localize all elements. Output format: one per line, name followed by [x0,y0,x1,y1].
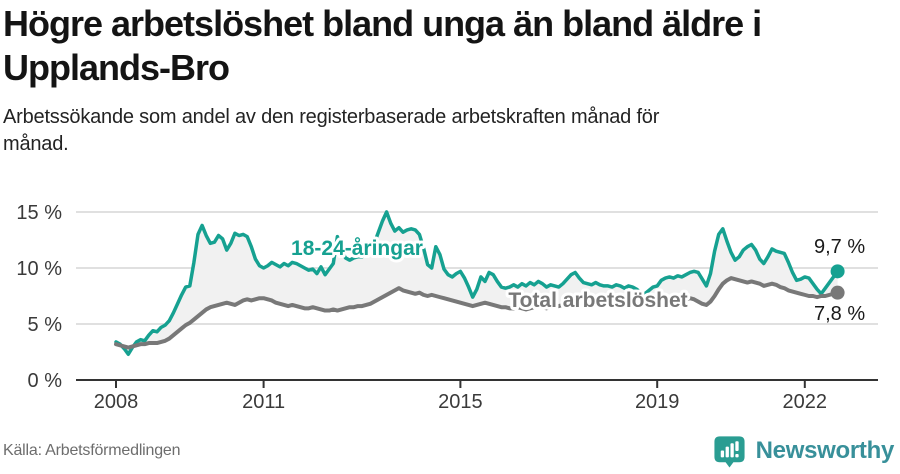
series-label-young: 18-24-åringar [291,237,423,260]
y-axis-tick-label: 10 % [16,258,62,280]
title-line-2: Upplands-Bro [3,47,230,88]
y-axis-tick-label: 0 % [28,370,63,392]
newsworthy-speech-bubble-bar-chart-icon [714,435,745,468]
series-end-dot-young [830,264,845,279]
y-axis-tick-label: 5 % [28,314,63,336]
x-axis-tick-label: 2011 [242,391,285,413]
x-axis-tick-label: 2008 [94,391,139,413]
series-line-total [114,276,840,350]
unemployment-line-chart: 0 % 5 % 10 % 15 % 2008 2011 2015 2019 2022 18-24-… [16,202,878,413]
x-axis-tick-label: 2015 [438,391,483,413]
chart-header: Högre arbetslöshet bland unga än bland ä… [3,2,896,158]
end-value-label-total: 7,8 % [814,303,865,325]
series-label-total: Total arbetslöshet [508,289,687,312]
x-axis-tick-label: 2022 [783,391,828,413]
newsworthy-logo: Newsworthy [712,434,894,469]
y-axis-tick-label: 15 % [16,202,62,224]
chart-footer: Källa: Arbetsförmedlingen Newsworthy [3,432,894,470]
source-credit: Källa: Arbetsförmedlingen [3,442,181,459]
series-line-young [114,210,840,356]
chart-subtitle: Arbetssökande som andel av den registerb… [3,106,660,155]
title-line-1: Högre arbetslöshet bland unga än bland ä… [3,3,762,44]
page-title: Högre arbetslöshet bland unga än bland ä… [3,2,896,90]
end-value-label-young: 9,7 % [814,236,865,258]
gap-band-area [116,212,838,355]
x-axis-tick-label: 2019 [635,391,680,413]
series-end-dot-total [830,285,845,300]
newsworthy-wordmark: Newsworthy [755,437,895,464]
